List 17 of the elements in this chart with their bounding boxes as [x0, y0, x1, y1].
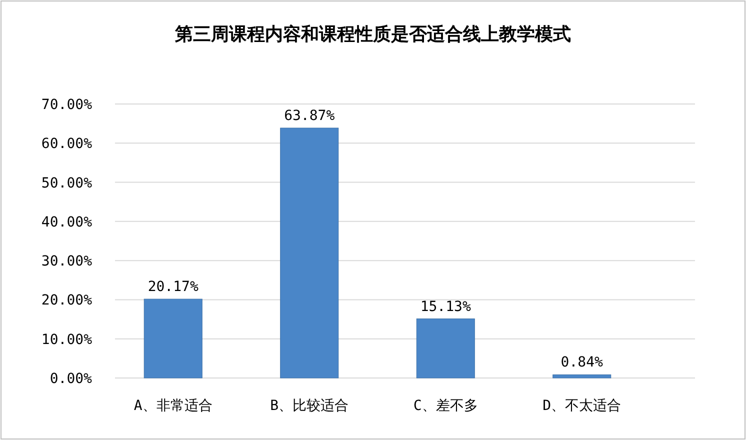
text: 20.00% — [41, 292, 92, 309]
text: 30.00% — [41, 254, 92, 270]
text: 0.00% — [50, 371, 92, 387]
text: 60.00% — [41, 136, 92, 152]
text: 10.00% — [41, 332, 92, 348]
data-label: 20.17% — [148, 279, 199, 296]
x-tick-label: C、差不多 — [413, 398, 478, 414]
x-tick-label: D、不太适合 — [542, 398, 622, 414]
text: 50.00% — [41, 175, 92, 192]
data-label: 15.13% — [420, 298, 472, 315]
text: 40.00% — [41, 214, 92, 230]
data-label: 0.84% — [560, 354, 604, 371]
x-tick-label: A、非常适合 — [134, 398, 212, 414]
data-label: 63.87% — [284, 108, 336, 124]
text: 70.00% — [41, 97, 92, 113]
x-tick-label: B、比较适合 — [270, 398, 349, 414]
chart-title: 第三周课程内容和课程性质是否适合线上教学模式 — [174, 24, 571, 45]
